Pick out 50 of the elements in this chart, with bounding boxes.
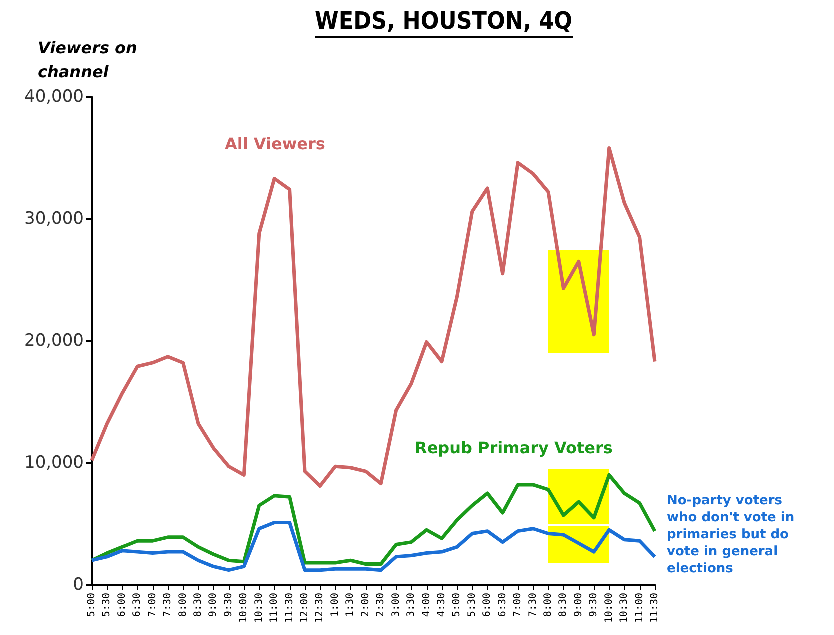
line-series [90,521,657,572]
x-tick-label: 9:00 [208,593,220,618]
series-label: No-party voters who don't vote in primaries but do vote in general elections [667,493,800,576]
x-tick-label: 9:00 [573,593,584,618]
x-tick-label: 10:00 [604,593,615,624]
x-tick-label: 7:00 [512,593,524,618]
x-tick-label: 6:30 [497,593,508,618]
y-axis-title: Viewers on channel [38,38,138,82]
x-tick-label: 8:00 [542,593,554,618]
y-tick-label: 0 [73,575,84,595]
y-tick-label: 10,000 [24,453,84,473]
x-tick-label: 9:30 [223,593,234,618]
x-tick-label: 11:00 [634,593,646,624]
y-tick-label: 20,000 [24,331,84,351]
x-tick-label: 6:00 [482,593,494,618]
x-tick-label: 5:00 [86,593,98,618]
x-tick-label: 5:30 [102,593,113,618]
x-tick-label: 4:30 [436,593,448,618]
text: All Viewers [225,134,326,154]
x-tick-label: 12:30 [314,593,326,624]
x-tick-label: 7:30 [528,593,539,618]
x-tick-label: 9:30 [588,593,600,618]
x-tick-label: 7:30 [162,593,174,618]
x-tick-label: 5:00 [452,593,463,618]
x-tick-label: 8:30 [558,593,570,618]
x-tick-label: 10:30 [619,593,630,624]
x-tick-label: 8:00 [178,593,189,618]
x-tick-label: 11:30 [284,593,296,624]
y-tick-label: 40,000 [24,87,84,107]
x-tick-label: 1:00 [330,593,341,618]
chart-title: WEDS, HOUSTON, 4Q [315,7,573,35]
x-tick-label: 1:30 [345,593,356,618]
x-tick-label: 2:30 [376,593,387,618]
x-tick-label: 2:00 [360,593,372,618]
x-tick-label: 8:30 [193,593,204,618]
x-tick-label: 3:00 [390,593,402,618]
x-tick-label: 10:00 [238,593,250,624]
y-tick-label: 30,000 [24,209,84,229]
series-label: Repub Primary Voters [415,438,613,458]
x-tick-label: 5:30 [466,593,478,618]
line-series [90,473,657,566]
x-tick-label: 6:30 [132,593,144,618]
x-tick-label: 11:30 [650,593,660,624]
x-tick-label: 11:00 [269,593,280,624]
x-tick-label: 6:00 [116,593,128,618]
x-tick-label: 3:30 [406,593,418,618]
x-tick-label: 7:00 [147,593,158,618]
x-tick-label: 12:00 [300,593,311,624]
x-tick-label: 10:30 [254,593,265,624]
x-tick-label: 4:00 [421,593,432,618]
